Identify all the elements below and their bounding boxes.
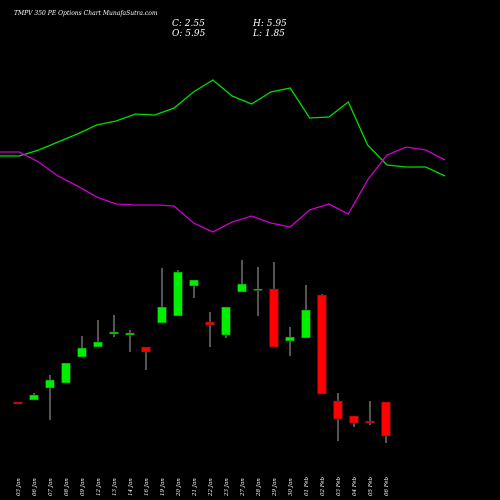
x-tick-label: 08 Jan bbox=[64, 478, 70, 496]
x-tick-label: 09 Jan bbox=[80, 478, 86, 496]
indicator-line bbox=[0, 146, 446, 233]
chart-title: TMPV 350 PE Options Chart MunafaSutra.co… bbox=[14, 10, 158, 17]
candle-body bbox=[29, 394, 39, 401]
x-tick-label: 03 Jan bbox=[16, 478, 22, 496]
candle-body bbox=[349, 415, 359, 424]
x-tick-label: 07 Jan bbox=[48, 478, 54, 496]
candle-body bbox=[237, 283, 247, 293]
x-tick-label: 30 Jan bbox=[288, 478, 294, 496]
x-tick-label: 12 Jan bbox=[96, 478, 102, 496]
candle-body bbox=[333, 400, 343, 420]
x-tick-label: 02 Feb bbox=[320, 476, 326, 496]
x-tick-label: 27 Jan bbox=[240, 478, 246, 497]
candle-body bbox=[93, 341, 103, 348]
x-tick-label: 28 Jan bbox=[256, 478, 262, 497]
candle-body bbox=[109, 331, 119, 335]
candle-body bbox=[253, 288, 263, 291]
high-info: H: 5.95 bbox=[252, 19, 287, 29]
candle-body bbox=[221, 306, 231, 336]
low-info: L: 1.85 bbox=[252, 29, 285, 39]
candle-body bbox=[381, 401, 391, 437]
candle-body bbox=[141, 346, 151, 353]
candle-body bbox=[77, 347, 87, 358]
indicator-line bbox=[0, 79, 446, 177]
candle-body bbox=[301, 309, 311, 339]
candle-body bbox=[45, 379, 55, 389]
candle-body bbox=[205, 321, 215, 326]
candle-body bbox=[189, 279, 199, 287]
close-info: C: 2.55 bbox=[172, 19, 205, 29]
x-tick-label: 06 Feb bbox=[384, 476, 390, 496]
x-tick-label: 29 Jan bbox=[272, 478, 278, 497]
candle-body bbox=[125, 332, 135, 336]
x-tick-label: 06 Jan bbox=[32, 478, 38, 496]
candle-body bbox=[61, 362, 71, 384]
candle-body bbox=[365, 420, 375, 424]
candle-body bbox=[269, 288, 279, 348]
x-tick-label: 23 Jan bbox=[224, 478, 230, 497]
candle-body bbox=[157, 306, 167, 324]
candle-body bbox=[285, 336, 295, 342]
x-tick-label: 20 Jan bbox=[176, 478, 182, 497]
candle-body bbox=[317, 294, 327, 395]
candle-body bbox=[173, 271, 183, 317]
x-tick-label: 14 Jan bbox=[128, 478, 134, 496]
x-tick-label: 22 Jan bbox=[208, 478, 214, 497]
x-tick-label: 16 Jan bbox=[144, 478, 150, 496]
x-tick-label: 03 Feb bbox=[336, 476, 342, 496]
x-tick-label: 01 Feb bbox=[304, 476, 310, 496]
x-tick-label: 04 Feb bbox=[352, 476, 358, 496]
open-info: O: 5.95 bbox=[172, 29, 206, 39]
x-tick-label: 13 Jan bbox=[112, 478, 118, 496]
x-tick-label: 21 Jan bbox=[192, 478, 198, 497]
candle-body bbox=[13, 401, 23, 405]
x-tick-label: 05 Feb bbox=[368, 476, 374, 496]
x-tick-label: 19 Jan bbox=[160, 478, 166, 496]
